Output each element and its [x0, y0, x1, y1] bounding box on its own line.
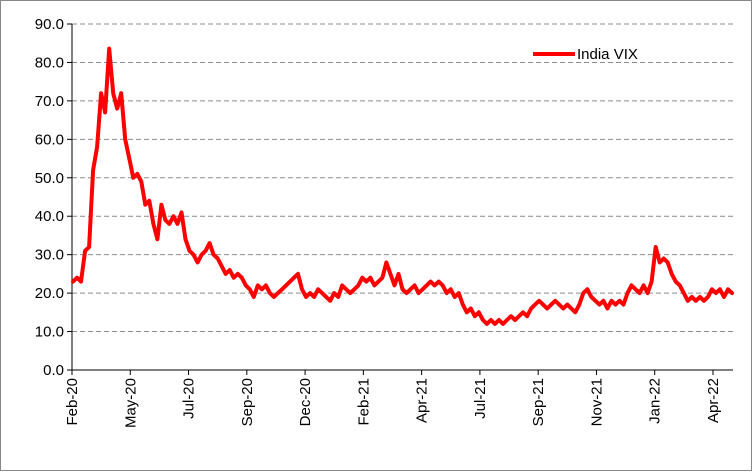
y-tick-label: 60.0: [35, 131, 64, 148]
x-tick-label: Nov-21: [588, 378, 605, 426]
y-tick-label: 40.0: [35, 208, 64, 225]
y-tick-label: 90.0: [35, 16, 64, 33]
x-tick-label: Jul-21: [472, 378, 489, 419]
x-tick-label: May-20: [122, 378, 139, 428]
x-tick-label: Apr-21: [414, 378, 431, 423]
y-tick-label: 10.0: [35, 324, 64, 341]
x-tick-labels: Feb-20 May-20 Jul-20 Sep-20 Dec-20 Feb-21 Apr-…: [64, 370, 722, 428]
y-tick-label: 80.0: [35, 54, 64, 71]
axes: [71, 24, 733, 371]
y-tick-label: 0.0: [43, 362, 64, 379]
x-tick-label: Sep-20: [239, 378, 256, 426]
x-tick-label: Jul-20: [181, 378, 198, 419]
gridlines: [67, 23, 733, 371]
x-tick-label: Feb-20: [64, 378, 81, 426]
y-tick-label: 30.0: [35, 247, 64, 264]
y-tick-labels: 0.0 10.0 20.0 30.0 40.0 50.0 60.0 70.0 80.0 90.0: [35, 16, 64, 379]
legend-label: India VIX: [577, 46, 638, 63]
x-tick-label: Feb-21: [355, 378, 372, 426]
series-line-india-vix: [71, 46, 734, 326]
x-tick-label: Sep-21: [530, 378, 547, 426]
x-tick-label: Jan-22: [647, 378, 664, 424]
x-tick-label: Dec-20: [297, 378, 314, 426]
series: [71, 46, 734, 326]
y-tick-label: 70.0: [35, 93, 64, 110]
legend: India VIX: [533, 46, 638, 63]
y-tick-label: 50.0: [35, 170, 64, 187]
y-tick-label: 20.0: [35, 285, 64, 302]
x-tick-label: Apr-22: [705, 378, 722, 423]
